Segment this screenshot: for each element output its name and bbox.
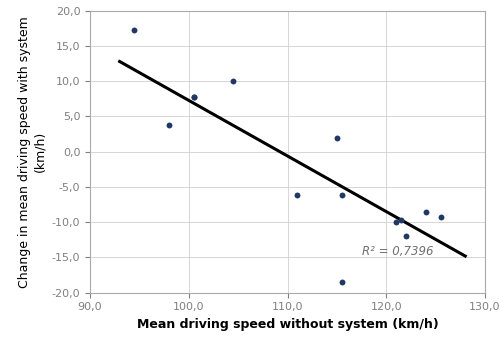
Point bbox=[392, 219, 400, 225]
Point bbox=[333, 135, 341, 141]
X-axis label: Mean driving speed without system (km/h): Mean driving speed without system (km/h) bbox=[136, 318, 438, 331]
Point bbox=[229, 79, 237, 84]
Point bbox=[165, 122, 173, 128]
Y-axis label: Change in mean driving speed with system
(km/h): Change in mean driving speed with system… bbox=[18, 16, 46, 288]
Point bbox=[422, 210, 430, 215]
Point bbox=[294, 192, 302, 198]
Point bbox=[130, 27, 138, 32]
Point bbox=[190, 94, 198, 100]
Point bbox=[338, 279, 346, 285]
Text: R² = 0,7396: R² = 0,7396 bbox=[362, 245, 433, 258]
Point bbox=[338, 192, 346, 197]
Point bbox=[397, 217, 405, 223]
Point bbox=[402, 233, 410, 239]
Point bbox=[190, 94, 198, 100]
Point bbox=[436, 214, 444, 220]
